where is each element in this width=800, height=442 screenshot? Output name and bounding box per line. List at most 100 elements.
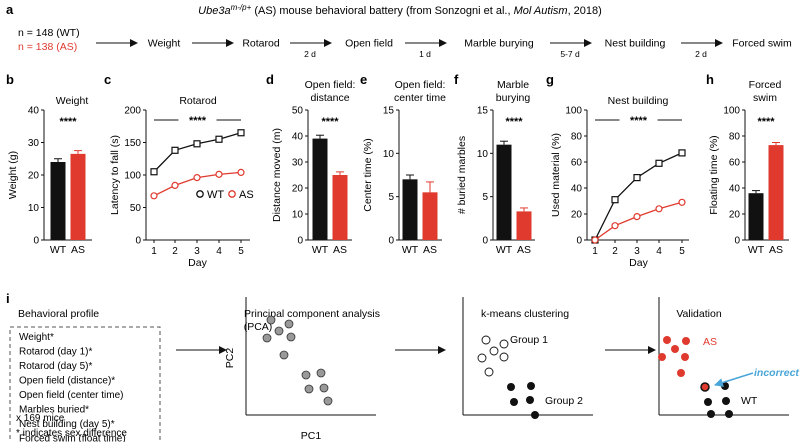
y-tick-label: 40 — [571, 184, 583, 195]
footnote: * indicates sex difference — [16, 428, 127, 439]
as-dot — [663, 336, 671, 344]
y-tick-label: 20 — [571, 210, 583, 221]
data-point-wt — [171, 146, 179, 154]
x-tick-label: 2 — [612, 246, 618, 257]
data-point-as — [215, 170, 223, 178]
y-tick-label: 40 — [729, 184, 741, 195]
y-tick-label: 80 — [571, 132, 583, 143]
chart-title: burying — [496, 92, 531, 104]
x-axis-label: Day — [188, 257, 207, 269]
panel-letter-e: e — [360, 72, 367, 87]
y-tick-label: 0 — [33, 236, 39, 247]
y-tick-label: 10 — [28, 203, 40, 214]
y-tick-label: 10 — [292, 210, 304, 221]
data-point-wt — [193, 140, 201, 148]
y-axis-label: Latency to fall (s) — [109, 135, 121, 215]
data-point-as — [633, 213, 641, 221]
profile-item: Open field (distance)* — [19, 376, 115, 387]
panel-letter-d: d — [266, 72, 274, 87]
group1-dots — [477, 335, 509, 377]
incorrect-label: incorrect — [754, 367, 799, 379]
y-tick-label: 10 — [477, 149, 489, 160]
pca-dot — [279, 350, 289, 360]
chart-b: Weight 0 10 20 30 40 Weight (g) WT AS **** — [7, 95, 92, 256]
y-tick-label: 15 — [383, 106, 395, 117]
y-tick-label: 100 — [124, 171, 141, 182]
y-tick-label: 0 — [388, 236, 394, 247]
chart-g: Nest building 0 20 40 60 80 100 Used material (… — [550, 95, 689, 269]
profile-item: Forced swim (float time) — [19, 434, 126, 442]
data-point-wt — [237, 129, 245, 137]
pca-subtitle: (PCA) — [244, 321, 273, 333]
profile-item: Rotarod (day 5)* — [19, 361, 92, 372]
panel-letter-i: i — [6, 291, 10, 306]
x-tick-label: AS — [769, 244, 783, 256]
as-dot — [682, 337, 690, 345]
data-point-as — [193, 174, 201, 182]
x-tick-label: 5 — [238, 246, 244, 257]
data-point-as — [591, 236, 599, 244]
x-axis-label: Day — [629, 257, 648, 269]
profile-item: Weight* — [19, 332, 54, 343]
bar-as — [70, 153, 86, 240]
panel-letter-a: a — [6, 2, 14, 17]
panel-letter-g: g — [546, 72, 554, 87]
pca-dot — [286, 332, 296, 342]
chart-title: swim — [753, 92, 777, 104]
x-tick-label: AS — [71, 244, 85, 256]
pca-dot — [284, 319, 294, 329]
data-point-wt — [678, 149, 686, 157]
chart-e: Open field:center time 0 5 10 15 Center time … — [362, 79, 446, 256]
step-open-field: Open field — [345, 38, 393, 50]
as-dot — [658, 353, 666, 361]
x-tick-label: 4 — [656, 246, 662, 257]
legend-marker-wt — [196, 190, 204, 198]
kmeans-title: k-means clustering — [481, 308, 569, 320]
as-dots — [658, 336, 690, 377]
y-tick-label: 150 — [124, 138, 141, 149]
bar-as — [332, 175, 348, 240]
group1-dot — [484, 367, 494, 377]
bar-wt — [402, 179, 418, 240]
x-tick-label: AS — [333, 244, 347, 256]
series-line-wt — [153, 132, 242, 173]
y-tick-label: 100 — [565, 106, 582, 117]
data-point-as — [678, 198, 686, 206]
x-tick-label: WT — [50, 244, 67, 256]
significance-stars: **** — [321, 116, 339, 128]
wt-dot — [725, 410, 733, 418]
chart-title: Marble — [497, 79, 529, 91]
pca-dots — [262, 315, 333, 406]
pca-dot — [262, 333, 272, 343]
pc1-label: PC1 — [301, 430, 322, 442]
group2-dot — [527, 382, 535, 390]
y-tick-label: 60 — [571, 158, 583, 169]
x-tick-label: 1 — [151, 246, 157, 257]
data-point-wt — [633, 174, 641, 182]
panel-i: i Behavioral profile Weight* Rotarod (day… — [6, 291, 799, 442]
data-point-wt — [215, 135, 223, 143]
x-tick-label: WT — [496, 244, 513, 256]
group1-dot — [481, 335, 491, 345]
significance-stars: **** — [189, 115, 207, 127]
x-tick-label: 2 — [172, 246, 178, 257]
y-tick-label: 0 — [482, 236, 488, 247]
data-point-as — [237, 168, 245, 176]
chart-title: Open field: — [395, 79, 446, 91]
panel-letter-c: c — [104, 72, 111, 87]
x-tick-label: 3 — [194, 246, 200, 257]
n-as: n = 138 (AS) — [18, 41, 77, 53]
group1-dot — [499, 339, 509, 349]
wt-dot — [704, 398, 712, 406]
panel-letter-f: f — [454, 72, 459, 87]
as-dot — [677, 369, 685, 377]
legend-marker-as — [228, 190, 236, 198]
wt-label: WT — [741, 395, 758, 407]
group1-dot — [499, 352, 509, 362]
group1-label: Group 1 — [510, 334, 548, 346]
bar-wt — [496, 144, 512, 240]
y-tick-label: 5 — [388, 192, 394, 203]
y-tick-label: 15 — [477, 106, 489, 117]
